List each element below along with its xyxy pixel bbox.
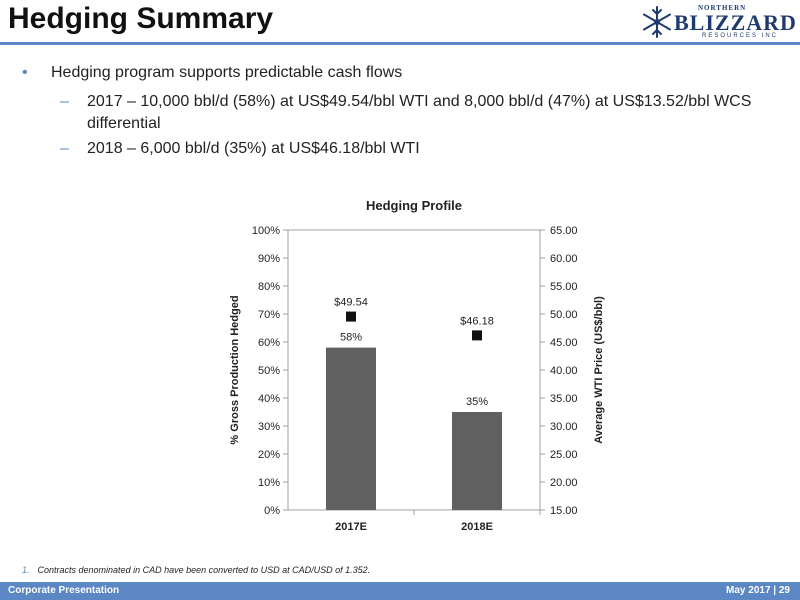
y-tick-label: 90% xyxy=(258,253,280,265)
footnote-text: Contracts denominated in CAD have been c… xyxy=(37,565,371,575)
price-marker-2018E xyxy=(472,330,482,341)
y2-tick-label: 55.00 xyxy=(550,281,578,293)
sub-bullet-marker: – xyxy=(60,140,69,157)
y-tick-label: 30% xyxy=(258,421,280,433)
plot-area xyxy=(287,229,541,511)
title-divider xyxy=(0,42,800,45)
price-data-label: $49.54 xyxy=(334,297,368,309)
chart-title: Hedging Profile xyxy=(366,198,462,213)
y-tick-label: 80% xyxy=(258,281,280,293)
company-logo: NORTHERN BLIZZARD RESOURCES INC xyxy=(640,4,796,40)
y-tick-label: 70% xyxy=(258,309,280,321)
y-tick-label: 100% xyxy=(252,225,280,237)
y-tick-label: 20% xyxy=(258,449,280,461)
y2-axis-title: Average WTI Price (US$/bbl) xyxy=(593,296,605,444)
y2-tick-label: 60.00 xyxy=(550,253,578,265)
bullet-main-text: Hedging program supports predictable cas… xyxy=(51,64,403,81)
sub-bullet-marker: – xyxy=(60,93,69,110)
sub-bullet-text: 2017 – 10,000 bbl/d (58%) at US$49.54/bb… xyxy=(87,93,752,132)
y-axis-title: % Gross Production Hedged xyxy=(229,295,241,444)
y2-tick-label: 15.00 xyxy=(550,505,578,517)
y-tick-label: 0% xyxy=(264,505,280,517)
y2-tick-label: 40.00 xyxy=(550,365,578,377)
snowflake-icon xyxy=(643,6,671,38)
logo-main-text: BLIZZARD xyxy=(674,10,797,35)
footer-page-info: May 2017 | 29 xyxy=(726,585,790,596)
logo-northern-text: NORTHERN xyxy=(698,4,747,12)
y2-tick-label: 30.00 xyxy=(550,421,578,433)
footer-bar: Corporate Presentation May 2017 | 29 xyxy=(0,582,800,600)
bar-2018E xyxy=(452,412,502,510)
footnote-number: 1. xyxy=(22,565,30,575)
hedging-profile-chart: Hedging Profile 0% 10% 20% 30% 40% 50% 60% 70% 80… xyxy=(229,198,605,533)
price-marker-2017E xyxy=(346,311,356,322)
x-tick-label: 2017E xyxy=(335,521,367,533)
y2-tick-label: 65.00 xyxy=(550,225,578,237)
logo-sub-text: RESOURCES INC xyxy=(702,33,779,39)
page-title: Hedging Summary xyxy=(8,2,274,35)
y-tick-label: 40% xyxy=(258,393,280,405)
y-tick-label: 50% xyxy=(258,365,280,377)
bar-2017E xyxy=(326,347,376,510)
footer-left-text: Corporate Presentation xyxy=(8,585,120,596)
bar-data-label: 35% xyxy=(466,396,488,408)
y2-tick-label: 35.00 xyxy=(550,393,578,405)
price-data-label: $46.18 xyxy=(460,315,494,327)
y2-tick-label: 45.00 xyxy=(550,337,578,349)
y2-tick-label: 50.00 xyxy=(550,309,578,321)
x-tick-label: 2018E xyxy=(461,521,493,533)
y2-tick-label: 25.00 xyxy=(550,449,578,461)
footnote: 1. Contracts denominated in CAD have been… xyxy=(22,565,370,575)
bar-data-label: 58% xyxy=(340,332,362,344)
sub-bullet-text: 2018 – 6,000 bbl/d (35%) at US$46.18/bbl… xyxy=(87,140,420,157)
y-tick-label: 10% xyxy=(258,477,280,489)
y2-tick-label: 20.00 xyxy=(550,477,578,489)
y-tick-label: 60% xyxy=(258,337,280,349)
bullet-marker: • xyxy=(22,64,28,81)
